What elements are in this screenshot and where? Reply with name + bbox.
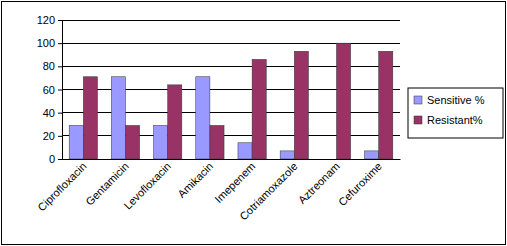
y-tick-label: 120: [37, 14, 55, 26]
y-tick-label: 60: [43, 84, 55, 96]
y-axis: 0 20 40 60 80 100 120: [37, 14, 63, 165]
y-tick-mark: [58, 43, 62, 44]
y-tick-label: 40: [43, 107, 55, 119]
x-tick: Levofloxacin: [121, 159, 173, 212]
x-tick: Imepenem: [212, 159, 257, 205]
x-tick-label: Aztreonam: [296, 160, 342, 206]
y-tick: 40: [43, 107, 62, 119]
bar: [336, 43, 350, 159]
legend-item: Sensitive %: [414, 94, 485, 106]
y-axis-line: [58, 21, 63, 160]
legend-label: Sensitive %: [427, 94, 485, 106]
y-tick: 80: [43, 60, 62, 72]
y-tick-mark: [58, 113, 62, 114]
series: [69, 77, 379, 159]
bar: [196, 77, 210, 159]
x-axis: CiprofloxacinGentamicinLevofloxacinAmika…: [35, 159, 400, 222]
bar: [252, 59, 266, 159]
x-tick-label: Amikacin: [175, 160, 215, 200]
legend-label: Resistant%: [427, 114, 483, 126]
chart: 0 20 40 60 80 100 120 CiprofloxacinGentamicinLe…: [0, 0, 507, 246]
bar: [365, 151, 379, 159]
y-tick: 120: [37, 14, 62, 26]
x-tick: Amikacin: [175, 159, 215, 200]
bar: [69, 125, 83, 159]
bar: [210, 125, 224, 159]
bar: [126, 125, 140, 159]
x-tick-label: Imepenem: [212, 160, 257, 205]
y-tick-label: 100: [37, 37, 55, 49]
y-tick-mark: [58, 136, 62, 137]
x-tick: Aztreonam: [296, 159, 342, 206]
y-tick: 20: [43, 130, 62, 142]
y-tick-mark: [58, 66, 62, 67]
bar: [154, 125, 168, 159]
bar: [280, 151, 294, 159]
x-tick: Cefuroxime: [336, 159, 384, 208]
grid-line: [62, 20, 400, 21]
bar: [111, 77, 125, 159]
y-tick-mark: [58, 20, 62, 21]
legend-swatch: [414, 116, 422, 124]
bar: [322, 159, 336, 160]
x-tick-label: Cotriamoxazole: [237, 160, 300, 223]
x-tick-label: Ciprofloxacin: [35, 160, 88, 213]
bar: [168, 85, 182, 159]
series: [83, 43, 393, 159]
bar: [294, 51, 308, 159]
y-tick: 60: [43, 84, 62, 96]
y-tick-label: 0: [49, 153, 55, 165]
x-tick-label: Levofloxacin: [121, 160, 173, 212]
y-tick-mark: [58, 159, 62, 160]
bar: [238, 143, 252, 159]
x-axis-line: [63, 159, 401, 160]
plot: 0 20 40 60 80 100 120 CiprofloxacinGentamicinLe…: [35, 14, 400, 222]
x-tick-label: Cefuroxime: [336, 160, 384, 208]
legend-item: Resistant%: [414, 114, 483, 126]
chart-border: [2, 2, 506, 245]
y-tick: 100: [37, 37, 62, 49]
legend-box: [408, 88, 503, 138]
legend: Sensitive % Resistant%: [408, 88, 503, 138]
x-tick: Cotriamoxazole: [237, 159, 300, 222]
bar: [379, 51, 393, 159]
y-tick-label: 80: [43, 60, 55, 72]
y-tick-mark: [58, 90, 62, 91]
y-tick: 0: [49, 153, 62, 165]
legend-swatch: [414, 96, 422, 104]
y-tick-label: 20: [43, 130, 55, 142]
bar: [83, 77, 97, 159]
bars: [69, 43, 393, 159]
grid: [62, 20, 400, 159]
x-tick: Ciprofloxacin: [35, 159, 88, 213]
